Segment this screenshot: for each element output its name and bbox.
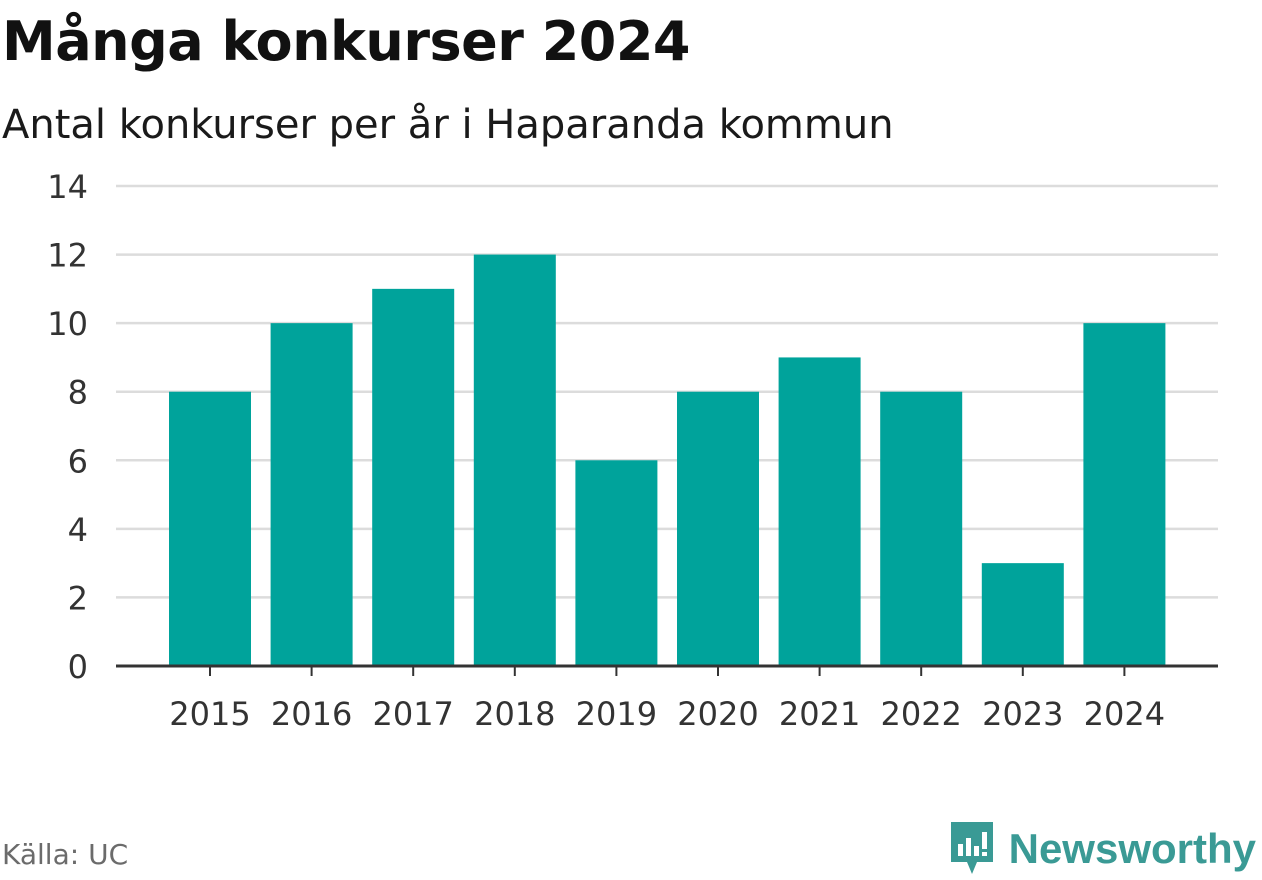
y-tick-label: 0 <box>68 648 88 686</box>
y-tick-label: 10 <box>47 305 88 343</box>
x-tick-label: 2018 <box>474 695 555 733</box>
bar-2018 <box>473 254 556 667</box>
bar-2024 <box>1083 323 1166 666</box>
x-tick-label: 2015 <box>169 695 250 733</box>
x-tick-label: 2019 <box>576 695 657 733</box>
bars <box>169 254 1166 667</box>
bar-2022 <box>880 391 963 666</box>
newsworthy-logo-icon <box>947 818 997 880</box>
chart-title: Många konkurser 2024 <box>2 10 691 73</box>
y-tick-label: 14 <box>47 168 88 206</box>
bar-2016 <box>270 323 353 666</box>
x-tick-label: 2022 <box>880 695 961 733</box>
x-tick-label: 2023 <box>982 695 1063 733</box>
bar-2015 <box>169 391 251 666</box>
y-tick-labels: 0 2 4 6 8 10 12 14 <box>47 168 88 686</box>
y-tick-label: 4 <box>68 511 88 549</box>
x-axis <box>116 664 1218 676</box>
bar-chart: 0 2 4 6 8 10 12 14 2015 2016 2017 2018 2019 2020 2021… <box>47 168 1218 733</box>
bar-2019 <box>575 460 658 666</box>
x-tick-label: 2024 <box>1084 695 1165 733</box>
bar-2020 <box>677 391 759 666</box>
bar-2017 <box>372 288 455 666</box>
bar-2021 <box>778 357 861 666</box>
x-tick-label: 2020 <box>677 695 758 733</box>
x-tick-label: 2016 <box>271 695 352 733</box>
y-tick-label: 8 <box>68 374 88 412</box>
x-tick-labels: 2015 2016 2017 2018 2019 2020 2021 2022 2023 2024 <box>169 695 1165 733</box>
brand[interactable]: Newsworthy <box>947 818 1256 880</box>
brand-name: Newsworthy <box>1008 825 1256 872</box>
chart-subtitle: Antal konkurser per år i Haparanda kommu… <box>2 102 894 148</box>
y-tick-label: 12 <box>47 237 88 275</box>
x-tick-label: 2017 <box>372 695 453 733</box>
bar-2023 <box>981 563 1064 666</box>
source-note: Källa: UC <box>2 838 129 871</box>
y-tick-label: 6 <box>68 442 88 480</box>
y-tick-label: 2 <box>68 579 88 617</box>
x-tick-label: 2021 <box>779 695 860 733</box>
